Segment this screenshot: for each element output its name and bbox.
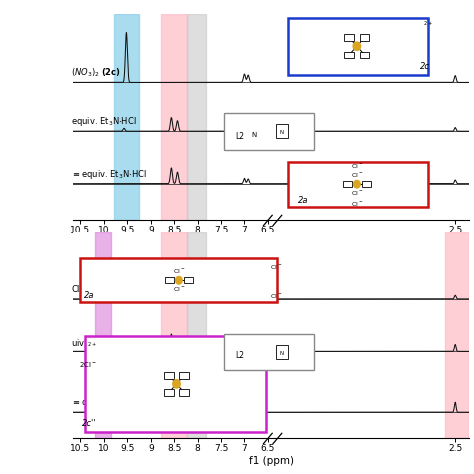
FancyBboxPatch shape — [360, 52, 369, 58]
Bar — [187, 14, 206, 220]
Bar — [445, 232, 469, 438]
Text: 2a: 2a — [298, 196, 309, 205]
Text: Cl$^-$: Cl$^-$ — [270, 264, 283, 272]
Bar — [94, 232, 111, 438]
FancyBboxPatch shape — [164, 277, 173, 283]
Text: $\equiv$equiv. Et$_3$N$\cdot$HCl: $\equiv$equiv. Et$_3$N$\cdot$HCl — [71, 167, 147, 181]
Bar — [161, 14, 187, 220]
Text: $^{2+}$: $^{2+}$ — [87, 341, 97, 347]
Text: Cl$^-$: Cl$^-$ — [351, 171, 363, 179]
FancyBboxPatch shape — [344, 35, 354, 41]
FancyBboxPatch shape — [85, 336, 265, 432]
FancyBboxPatch shape — [81, 258, 277, 302]
Bar — [187, 232, 206, 438]
Text: $^{2+}$: $^{2+}$ — [423, 20, 433, 26]
FancyBboxPatch shape — [360, 35, 369, 41]
Text: 2c: 2c — [420, 62, 430, 71]
FancyBboxPatch shape — [224, 334, 314, 370]
X-axis label: f1 (ppm): f1 (ppm) — [249, 238, 294, 248]
Text: $(NO_3)_2$ $\mathbf{(2c)}$: $(NO_3)_2$ $\mathbf{(2c)}$ — [71, 66, 121, 79]
FancyBboxPatch shape — [224, 113, 314, 150]
FancyBboxPatch shape — [288, 18, 428, 74]
Text: equiv. Et$_3$N$\cdot$HCl: equiv. Et$_3$N$\cdot$HCl — [71, 115, 137, 128]
FancyBboxPatch shape — [362, 181, 371, 187]
Text: L2: L2 — [235, 133, 244, 142]
FancyBboxPatch shape — [276, 124, 288, 138]
FancyBboxPatch shape — [164, 389, 174, 396]
Text: N: N — [280, 351, 284, 356]
FancyBboxPatch shape — [164, 372, 174, 379]
Text: 2c'': 2c'' — [82, 419, 97, 428]
FancyBboxPatch shape — [184, 277, 193, 283]
FancyBboxPatch shape — [179, 389, 189, 396]
Text: 2a: 2a — [84, 291, 94, 300]
FancyBboxPatch shape — [344, 52, 354, 58]
Text: 2Cl$^-$: 2Cl$^-$ — [79, 361, 97, 370]
X-axis label: f1 (ppm): f1 (ppm) — [249, 456, 294, 466]
Circle shape — [354, 181, 360, 188]
Circle shape — [175, 276, 182, 284]
Text: Cl$^-$: Cl$^-$ — [173, 267, 185, 275]
FancyBboxPatch shape — [288, 162, 428, 207]
Text: N: N — [280, 130, 284, 136]
Circle shape — [173, 380, 180, 388]
Text: $\equiv$quiv. $\mathbf{L2}$: $\equiv$quiv. $\mathbf{L2}$ — [71, 396, 117, 409]
Text: N: N — [251, 132, 256, 138]
Bar — [114, 14, 139, 220]
FancyBboxPatch shape — [179, 372, 189, 379]
Bar — [161, 232, 187, 438]
FancyBboxPatch shape — [343, 181, 352, 187]
Text: Cl$^-$: Cl$^-$ — [270, 292, 283, 300]
Text: Cl$^-$: Cl$^-$ — [351, 162, 363, 170]
FancyBboxPatch shape — [276, 345, 288, 359]
Text: Cl$^-$: Cl$^-$ — [351, 200, 363, 208]
Text: Cl$_2$] $\mathbf{(2a)}$: Cl$_2$] $\mathbf{(2a)}$ — [71, 283, 110, 296]
Text: L2: L2 — [235, 351, 244, 360]
Circle shape — [353, 42, 361, 50]
Text: uiv. $\mathbf{L2}$: uiv. $\mathbf{L2}$ — [71, 337, 101, 348]
Text: Cl$^-$: Cl$^-$ — [351, 189, 363, 197]
Text: Cl$^-$: Cl$^-$ — [173, 285, 185, 293]
